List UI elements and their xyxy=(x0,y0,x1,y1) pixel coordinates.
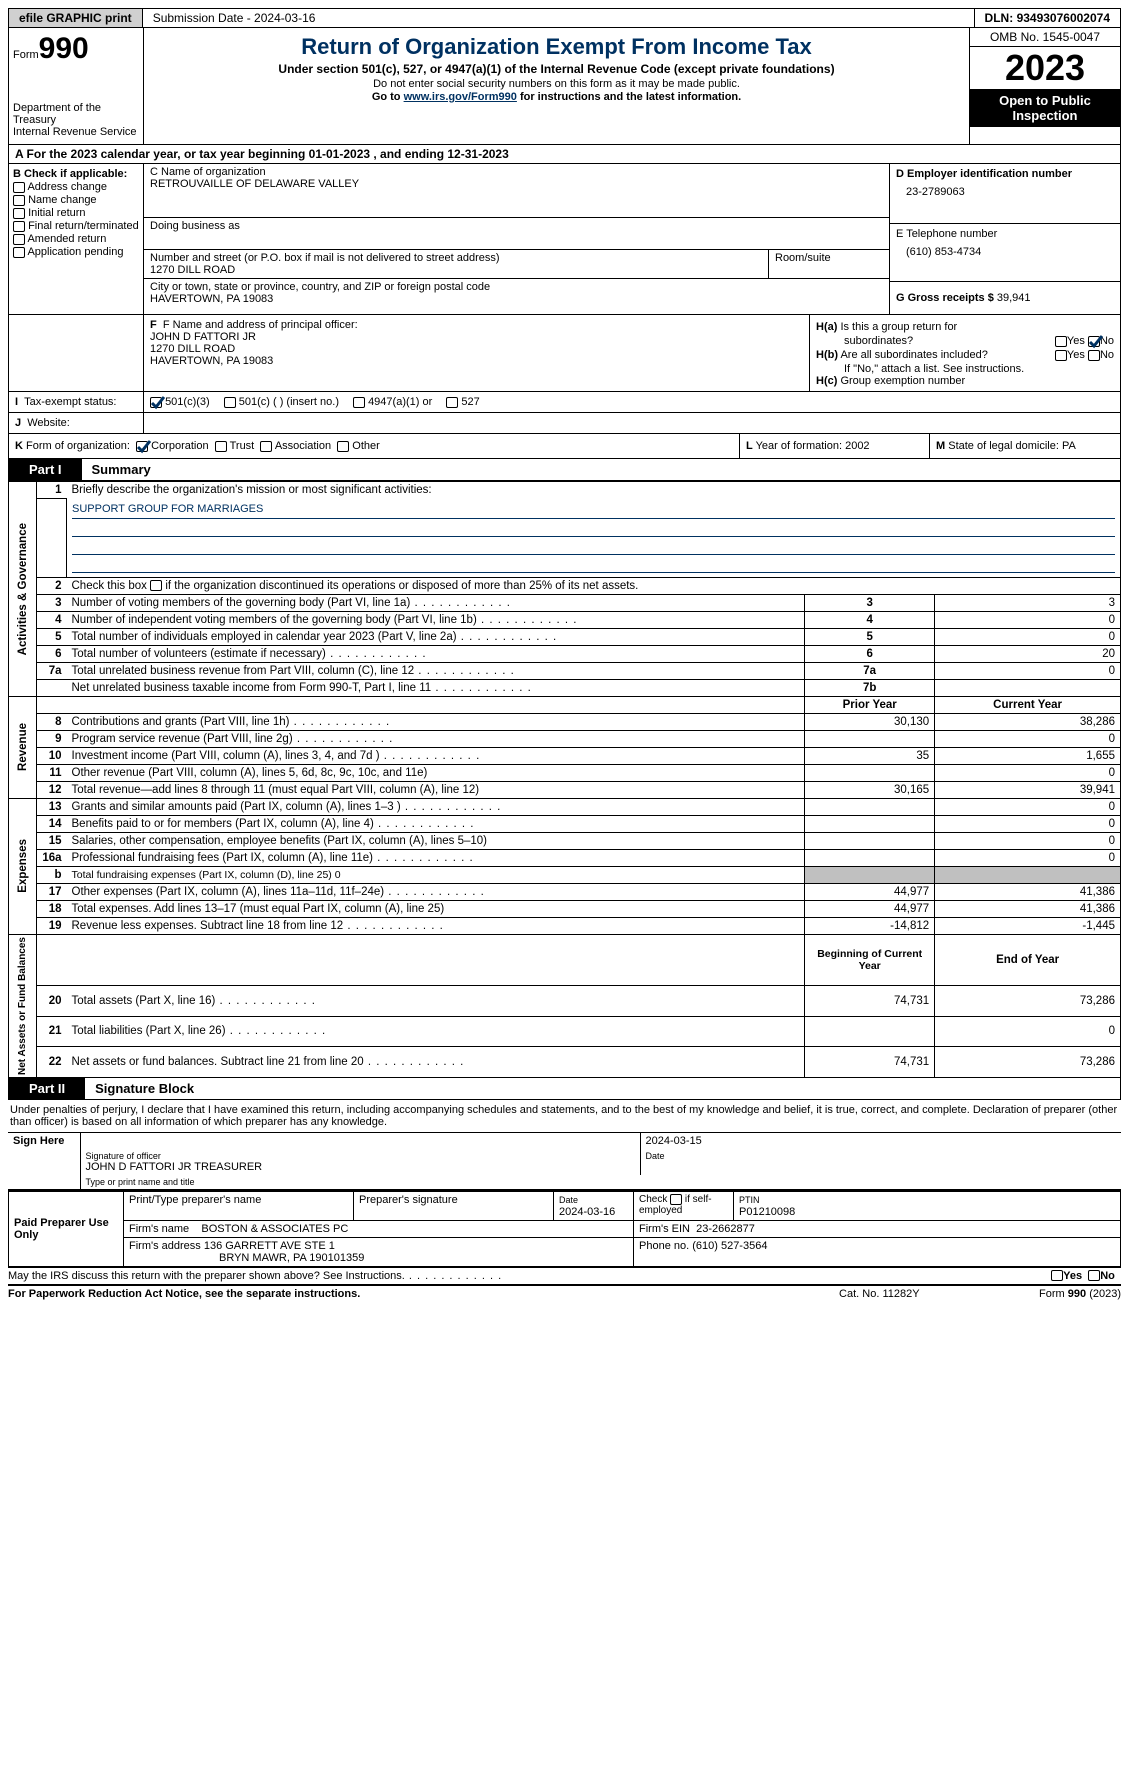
cb-discuss-no[interactable] xyxy=(1088,1270,1100,1281)
summary-table: Activities & Governance 1 Briefly descri… xyxy=(8,481,1121,1078)
dln: DLN: 93493076002074 xyxy=(975,9,1120,27)
discuss-row: May the IRS discuss this return with the… xyxy=(8,1268,1121,1286)
side-rev: Revenue xyxy=(17,723,29,771)
section-bcd: B Check if applicable: Address change Na… xyxy=(8,164,1121,315)
form-subtitle: Under section 501(c), 527, or 4947(a)(1)… xyxy=(152,62,961,76)
side-net: Net Assets or Fund Balances xyxy=(17,937,28,1075)
ein-val: 23-2789063 xyxy=(896,180,1114,204)
hb-note: If "No," attach a list. See instructions… xyxy=(816,363,1114,375)
ssn-note: Do not enter social security numbers on … xyxy=(152,78,961,90)
cb-ha-no[interactable] xyxy=(1088,336,1100,347)
cb-initial-return[interactable] xyxy=(13,208,25,219)
dba-lbl: Doing business as xyxy=(150,220,883,232)
cb-amended[interactable] xyxy=(13,234,25,245)
irs-link[interactable]: www.irs.gov/Form990 xyxy=(404,91,517,103)
gross-lbl: G Gross receipts $ xyxy=(896,292,994,304)
cb-4947[interactable] xyxy=(353,397,365,408)
tel-val: (610) 853-4734 xyxy=(896,240,1114,264)
s1-lbl: Briefly describe the organization's miss… xyxy=(72,484,432,496)
cb-final-return[interactable] xyxy=(13,221,25,232)
room-lbl: Room/suite xyxy=(775,252,883,264)
row-i: I Tax-exempt status: 501(c)(3) 501(c) ( … xyxy=(8,392,1121,413)
row-j: J Website: xyxy=(8,413,1121,434)
org-name: RETROUVAILLE OF DELAWARE VALLEY xyxy=(150,178,883,190)
instructions-link-row: Go to www.irs.gov/Form990 for instructio… xyxy=(152,91,961,103)
cb-corp[interactable] xyxy=(136,441,148,452)
part1-header: Part I Summary xyxy=(8,459,1121,481)
b-label: B Check if applicable: xyxy=(13,168,139,180)
cb-other[interactable] xyxy=(337,441,349,452)
open-public: Open to Public Inspection xyxy=(970,89,1120,127)
cb-hb-yes[interactable] xyxy=(1055,350,1067,361)
mission-text: SUPPORT GROUP FOR MARRIAGES xyxy=(72,503,1115,519)
paid-preparer-block: Paid Preparer Use Only Print/Type prepar… xyxy=(8,1191,1121,1268)
city-val: HAVERTOWN, PA 19083 xyxy=(150,293,883,305)
row-klm: K Form of organization: Corporation Trus… xyxy=(8,434,1121,459)
form-title: Return of Organization Exempt From Incom… xyxy=(152,34,961,60)
street-lbl: Number and street (or P.O. box if mail i… xyxy=(150,252,762,264)
sign-here-block: Sign Here 2024-03-15 Signature of office… xyxy=(8,1133,1121,1191)
c-name-lbl: C Name of organization xyxy=(150,166,883,178)
efile-print-button[interactable]: efile GRAPHIC print xyxy=(9,9,143,27)
dept-treasury: Department of the Treasury xyxy=(13,102,139,126)
ein-lbl: D Employer identification number xyxy=(896,168,1114,180)
officer-city: HAVERTOWN, PA 19083 xyxy=(150,355,803,367)
cb-trust[interactable] xyxy=(215,441,227,452)
form-header: Form990 Department of the Treasury Inter… xyxy=(8,28,1121,145)
footer-row: For Paperwork Reduction Act Notice, see … xyxy=(8,1286,1121,1300)
tel-lbl: E Telephone number xyxy=(896,228,1114,240)
gross-val: 39,941 xyxy=(997,292,1031,304)
omb-number: OMB No. 1545-0047 xyxy=(970,28,1120,47)
officer-name: JOHN D FATTORI JR xyxy=(150,331,803,343)
side-exp: Expenses xyxy=(17,839,29,893)
irs-label: Internal Revenue Service xyxy=(13,126,139,140)
cb-address-change[interactable] xyxy=(13,182,25,193)
cb-name-change[interactable] xyxy=(13,195,25,206)
street-val: 1270 DILL ROAD xyxy=(150,264,762,276)
cb-app-pending[interactable] xyxy=(13,247,25,258)
topbar: efile GRAPHIC print Submission Date - 20… xyxy=(8,8,1121,28)
side-gov: Activities & Governance xyxy=(17,523,29,655)
cb-discuss-yes[interactable] xyxy=(1051,1270,1063,1281)
perjury-decl: Under penalties of perjury, I declare th… xyxy=(8,1100,1121,1133)
tax-year: 2023 xyxy=(970,47,1120,89)
part2-header: Part II Signature Block xyxy=(8,1078,1121,1100)
cb-hb-no[interactable] xyxy=(1088,350,1100,361)
cb-501c[interactable] xyxy=(224,397,236,408)
section-fh: F F Name and address of principal office… xyxy=(8,315,1121,392)
city-lbl: City or town, state or province, country… xyxy=(150,281,883,293)
cb-self-employed[interactable] xyxy=(670,1194,682,1205)
cb-527[interactable] xyxy=(446,397,458,408)
officer-street: 1270 DILL ROAD xyxy=(150,343,803,355)
cb-ha-yes[interactable] xyxy=(1055,336,1067,347)
f-lbl: F F Name and address of principal office… xyxy=(150,319,803,331)
cb-assoc[interactable] xyxy=(260,441,272,452)
cb-discontinued[interactable] xyxy=(150,580,162,591)
row-a-tax-year: A For the 2023 calendar year, or tax yea… xyxy=(8,145,1121,164)
cb-501c3[interactable] xyxy=(150,397,162,408)
submission-date: Submission Date - 2024-03-16 xyxy=(143,9,975,27)
form-number: Form990 xyxy=(13,32,139,66)
